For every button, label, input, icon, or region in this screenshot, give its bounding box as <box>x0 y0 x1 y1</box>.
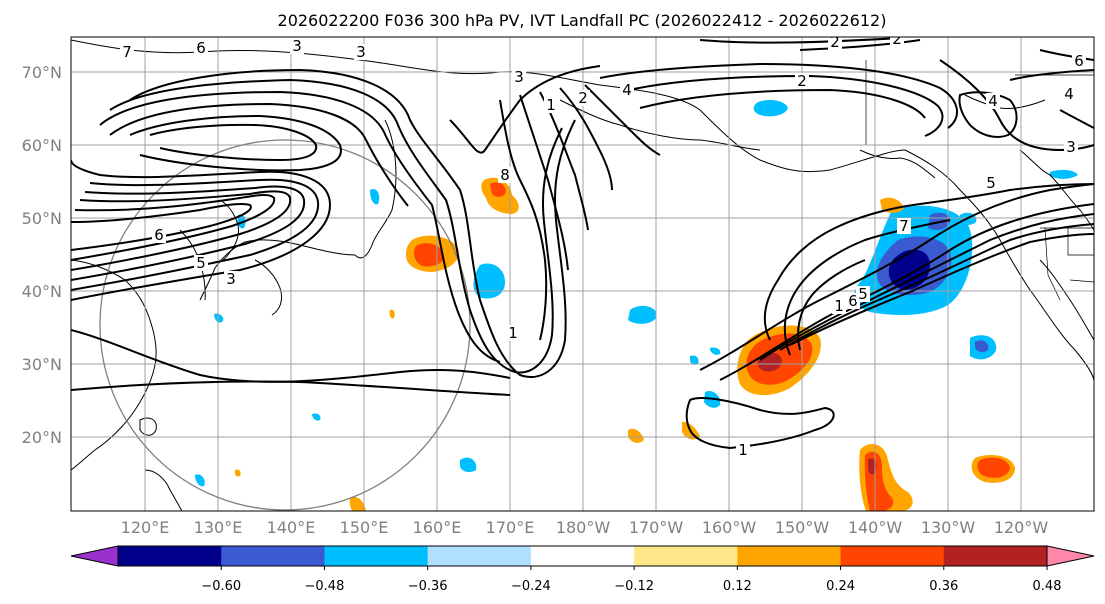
lon-label: 130°W <box>921 518 976 537</box>
contour-label: 5 <box>196 254 206 272</box>
lat-label: 50°N <box>22 209 62 228</box>
lon-label: 170°W <box>629 518 684 537</box>
pv-contours <box>71 37 1094 450</box>
lon-label: 120°E <box>121 518 170 537</box>
contour-label: 6 <box>1074 52 1084 70</box>
colorbar-segment <box>840 546 945 566</box>
contour-label: 4 <box>622 81 632 99</box>
map-title: 2026022200 F036 300 hPa PV, IVT Landfall… <box>278 11 887 30</box>
colorbar-extend-right <box>1046 545 1095 567</box>
contour-label: 4 <box>1064 85 1074 103</box>
contour-label: 6 <box>196 39 206 57</box>
map-frame <box>70 36 1095 512</box>
latitude-labels: 70°N 60°N 50°N 40°N 30°N 20°N <box>22 63 62 447</box>
lat-label: 40°N <box>22 282 62 301</box>
colorbar-segment <box>943 546 1048 566</box>
lat-label: 30°N <box>22 355 62 374</box>
contour-label: 2 <box>578 89 588 107</box>
contour-label: 1 <box>546 96 556 114</box>
contour-label: 8 <box>500 166 510 184</box>
lon-label: 160°E <box>413 518 462 537</box>
contour-label: 6 <box>154 226 164 244</box>
longitude-labels: 120°E 130°E 140°E 150°E 160°E 170°E 180°… <box>121 518 1049 537</box>
contour-label: 3 <box>356 43 366 61</box>
colorbar-tick-label: 0.12 <box>723 579 752 594</box>
range-circle-icon <box>99 139 471 511</box>
colorbar-segment <box>634 546 738 566</box>
map-panel: 6 3 2 2 3 5 7 3 6 5 4 4 3 2 8 2 1 4 6 1 … <box>71 30 1094 511</box>
contour-label: 3 <box>514 68 524 86</box>
contour-label: 7 <box>899 217 909 235</box>
colorbar-segment <box>530 546 635 566</box>
colorbar-extend-left <box>70 545 119 567</box>
colorbar-segment <box>221 546 325 566</box>
colorbar-segment <box>427 546 532 566</box>
colorbar-tick-label: −0.24 <box>511 579 551 594</box>
colorbar-tick-label: −0.12 <box>614 579 654 594</box>
contour-label: 5 <box>858 285 868 303</box>
lon-label: 140°E <box>267 518 316 537</box>
contour-label: 1 <box>834 297 844 315</box>
lon-label: 160°W <box>702 518 757 537</box>
political-borders <box>865 60 1094 301</box>
lon-label: 150°E <box>340 518 389 537</box>
contour-label: 1 <box>738 441 748 459</box>
colorbar-segment <box>737 546 842 566</box>
colorbar-tick-label: 0.24 <box>826 579 855 594</box>
lon-label: 120°W <box>994 518 1049 537</box>
colorbar-tick-label: −0.48 <box>305 579 345 594</box>
colorbar-tick-label: −0.36 <box>408 579 448 594</box>
lon-label: 180°W <box>556 518 611 537</box>
contour-label: 2 <box>892 30 902 48</box>
lon-label: 170°E <box>486 518 535 537</box>
lat-label: 60°N <box>22 136 62 155</box>
contour-label: 3 <box>1066 138 1076 156</box>
lon-label: 140°W <box>848 518 903 537</box>
lat-label: 70°N <box>22 63 62 82</box>
contour-label: 3 <box>226 270 236 288</box>
colorbar-tick-label: 0.48 <box>1033 579 1062 594</box>
positive-anomaly-regions <box>234 177 1015 511</box>
coastlines <box>71 39 1094 511</box>
contour-labels: 6 3 2 2 3 5 7 3 6 5 4 4 3 2 8 2 1 4 6 1 … <box>120 30 1086 459</box>
lon-label: 150°W <box>775 518 830 537</box>
contour-label: 4 <box>988 92 998 110</box>
contour-label: 2 <box>830 33 840 51</box>
contour-label: 6 <box>848 292 858 310</box>
contour-label: 7 <box>122 43 132 61</box>
contour-label: 5 <box>986 174 996 192</box>
colorbar: −0.60 −0.48 −0.36 −0.24 −0.12 0.12 0.24 0.36 0.4… <box>70 545 1095 594</box>
lat-label: 20°N <box>22 428 62 447</box>
lon-label: 130°E <box>194 518 243 537</box>
contour-label: 3 <box>292 37 302 55</box>
colorbar-segment <box>324 546 429 566</box>
colorbar-tick-label: 0.36 <box>929 579 958 594</box>
contour-label: 1 <box>508 324 518 342</box>
colorbar-tick-label: −0.60 <box>201 579 241 594</box>
contour-label: 2 <box>797 72 807 90</box>
colorbar-segment <box>118 546 222 566</box>
